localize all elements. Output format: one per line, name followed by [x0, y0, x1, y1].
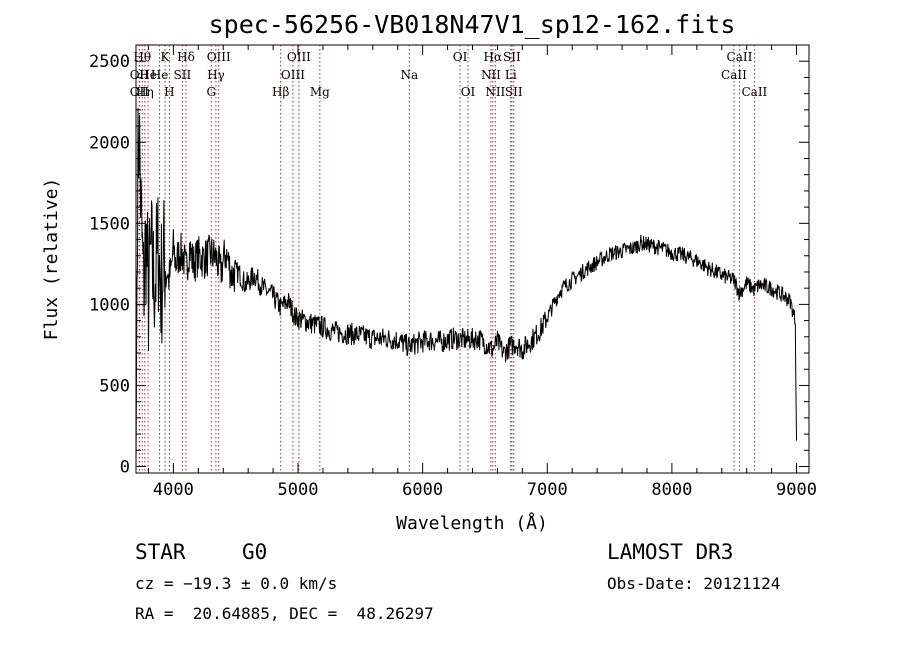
spectral-line-label: SII [505, 85, 523, 99]
spectral-line-label: SII [174, 68, 192, 82]
spectral-line-label: CaII [741, 85, 767, 99]
observation-date: Obs-Date: 20121124 [607, 574, 781, 593]
y-tick-label: 2500 [89, 52, 130, 72]
y-tick-label: 0 [120, 458, 130, 478]
spectral-line-label: CaII [727, 50, 753, 64]
spectral-subclass: G0 [242, 540, 268, 564]
spectral-line-label: OI [461, 85, 476, 99]
y-tick-label: 1500 [89, 214, 130, 234]
x-tick-label: 5000 [278, 480, 319, 500]
x-tick-label: 9000 [776, 480, 817, 500]
spectral-line-label: He [151, 68, 169, 82]
spectral-line-label: G [206, 85, 216, 99]
spectral-line-label: Hα [484, 50, 503, 64]
spectral-line-label: Hβ [272, 85, 289, 99]
x-axis-label: Wavelength (Å) [396, 512, 548, 534]
spectral-line-label: SII [503, 50, 521, 64]
y-tick-label: 1000 [89, 295, 130, 315]
spectral-line-label: He [139, 68, 157, 82]
spectral-line-label: K [161, 50, 171, 64]
x-tick-label: 8000 [651, 480, 692, 500]
spectral-line-label: CaII [721, 68, 747, 82]
y-axis-label: Flux (relative) [41, 178, 62, 341]
spectral-line-label: OII [130, 68, 150, 82]
spectral-line-label: OIII [281, 68, 305, 82]
spectral-line-label: OII [130, 85, 150, 99]
spectral-line-label: Hγ [207, 68, 225, 82]
x-tick-label: 6000 [402, 480, 443, 500]
spectral-line-label: Mg [310, 85, 330, 99]
survey-name: LAMOST DR3 [607, 540, 734, 564]
object-class: STAR [135, 540, 186, 564]
spectrum-plot: 4000 5000 6000 7000 8000 9000 0 500 1000 1500 2000… [41, 10, 817, 534]
x-tick-label: 7000 [527, 480, 568, 500]
spectral-line-label: OI [453, 50, 468, 64]
spectral-line-label: Hδ [177, 50, 195, 64]
spectral-line-label: Li [505, 68, 517, 82]
sky-coordinates: RA = 20.64885, DEC = 48.26297 [135, 604, 434, 623]
y-tick-label: 2000 [89, 133, 130, 153]
spectral-line-label: H [164, 85, 174, 99]
spectrum-line [135, 107, 797, 467]
y-tick-label: 500 [99, 376, 130, 396]
redshift-velocity: cz = −19.3 ± 0.0 km/s [135, 574, 338, 593]
spectral-line-label: OIII [207, 50, 231, 64]
chart-title: spec-56256-VB018N47V1_sp12-162.fits [209, 10, 736, 39]
plot-frame [135, 44, 810, 474]
spectral-line-label: Na [400, 68, 418, 82]
spectral-line-label: NII [481, 68, 501, 82]
x-tick-label: 4000 [153, 480, 194, 500]
spectral-line-label: NII [485, 85, 505, 99]
spectral-line-label: OIII [287, 50, 311, 64]
spectral-line-label: Hη [136, 85, 154, 99]
spectral-line-label: Hθ [133, 50, 151, 64]
